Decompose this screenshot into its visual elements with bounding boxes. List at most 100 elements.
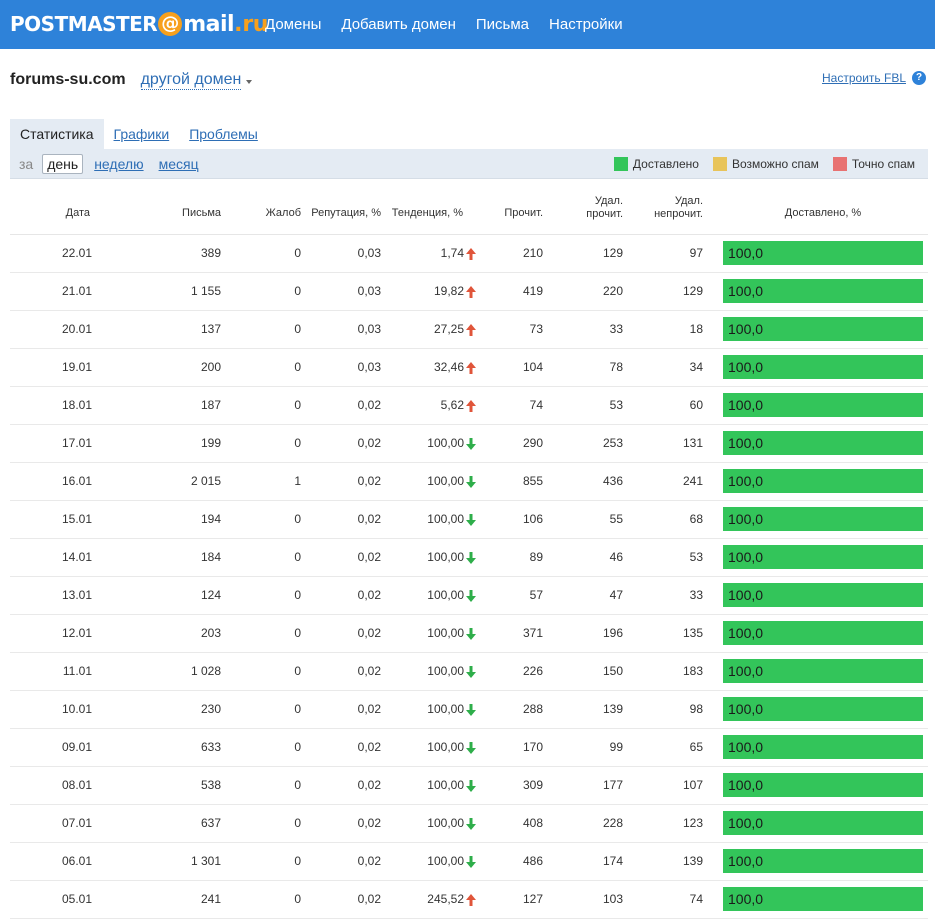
cell-trend: 100,00 [380,691,476,728]
cell-read: 106 [522,512,543,526]
cell-trend-value: 100,00 [427,626,464,640]
cell-complaints: 0 [294,854,301,868]
col-header-deleted-unread: Удал. непрочит. [623,195,703,221]
period-day-button[interactable]: день [42,153,84,174]
legend-label-spam: Точно спам [851,157,915,171]
table-row: 19.01 200 0 0,03 32,46 104 78 34 100,0 [10,349,928,387]
cell-complaints: 0 [294,360,301,374]
legend-item-delivered: Доставлено [613,157,699,171]
cell-trend-value: 100,00 [427,550,464,564]
delivered-bar-label: 100,0 [728,853,764,869]
cell-letters: 199 [200,436,221,450]
cell-complaints: 0 [294,664,301,678]
table-body: 22.01 389 0 0,03 1,74 210 129 97 100,0 21.01 1 155… [10,235,928,919]
cell-del-unread: 33 [689,588,703,602]
logo-text-ru: ru [242,11,268,37]
arrow-down-icon [466,665,476,678]
cell-complaints: 0 [294,816,301,830]
cell-reputation: 0,02 [357,778,381,792]
cell-letters: 124 [200,588,221,602]
delivered-bar-label: 100,0 [728,777,764,793]
tab-charts[interactable]: Графики [113,126,170,142]
cell-trend: 1,74 [380,235,476,272]
cell-date: 08.01 [61,778,92,792]
domain-row: forums-su.com другой домен [10,68,253,92]
cell-del-read: 33 [609,322,623,336]
col-header-date: Дата [65,207,90,219]
nav-add-domain[interactable]: Добавить домен [341,16,456,33]
col-header-letters: Письма [182,207,221,219]
nav-domains[interactable]: Домены [265,16,322,33]
delivered-bar: 100,0 [723,241,923,265]
cell-complaints: 0 [294,740,301,754]
cell-read: 73 [529,322,543,336]
col-header-complaints: Жалоб [265,207,301,219]
table-row: 10.01 230 0 0,02 100,00 288 139 98 100,0 [10,691,928,729]
cell-date: 18.01 [61,398,92,412]
cell-trend-value: 100,00 [427,664,464,678]
cell-trend: 5,62 [380,387,476,424]
delivered-bar-label: 100,0 [728,397,764,413]
delivered-bar-label: 100,0 [728,701,764,717]
tab-problems[interactable]: Проблемы [189,126,258,142]
delivered-bar-label: 100,0 [728,435,764,451]
period-month-link[interactable]: месяц [158,155,199,172]
cell-del-unread: 18 [689,322,703,336]
nav-settings[interactable]: Настройки [549,16,623,33]
cell-trend-value: 100,00 [427,778,464,792]
cell-del-unread: 123 [682,816,703,830]
tab-statistics[interactable]: Статистика [10,119,104,149]
table-header: Дата Письма Жалоб Репутация, % Тенденция… [10,195,928,235]
cell-complaints: 0 [294,626,301,640]
delivered-bar: 100,0 [723,317,923,341]
delivered-bar-label: 100,0 [728,511,764,527]
delivered-bar: 100,0 [723,393,923,417]
cell-reputation: 0,02 [357,588,381,602]
period-week-link[interactable]: неделю [94,155,144,172]
col-header-reputation: Репутация, % [311,207,381,219]
cell-letters: 230 [200,702,221,716]
cell-date: 17.01 [61,436,92,450]
cell-del-read: 78 [609,360,623,374]
cell-trend: 100,00 [380,805,476,842]
cell-reputation: 0,02 [357,474,381,488]
arrow-up-icon [466,399,476,412]
delivered-bar: 100,0 [723,697,923,721]
cell-del-unread: 183 [682,664,703,678]
cell-del-unread: 131 [682,436,703,450]
delivered-bar: 100,0 [723,469,923,493]
delivered-bar-label: 100,0 [728,739,764,755]
other-domain-dropdown[interactable]: другой домен [140,70,242,90]
cell-complaints: 0 [294,512,301,526]
table-row: 18.01 187 0 0,02 5,62 74 53 60 100,0 [10,387,928,425]
nav-letters[interactable]: Письма [475,16,530,33]
cell-reputation: 0,02 [357,436,381,450]
logo-text-mail: mail [183,11,235,37]
logo-text-postmaster: POSTMASTER [10,12,158,36]
cell-del-read: 196 [602,626,623,640]
cell-reputation: 0,03 [357,322,381,336]
help-icon[interactable]: ? [912,71,926,85]
arrow-down-icon [466,627,476,640]
cell-trend: 100,00 [380,577,476,614]
col-header-deleted-read-line1: Удал. [594,195,623,207]
cell-letters: 184 [200,550,221,564]
fbl-settings: Настроить FBL ? [822,71,926,85]
delivered-bar-label: 100,0 [728,321,764,337]
delivered-bar: 100,0 [723,811,923,835]
cell-letters: 1 028 [190,664,221,678]
cell-trend: 100,00 [380,539,476,576]
cell-trend: 100,00 [380,615,476,652]
cell-del-read: 220 [602,284,623,298]
cell-trend: 27,25 [380,311,476,348]
cell-del-unread: 34 [689,360,703,374]
chevron-down-icon[interactable] [246,79,253,84]
configure-fbl-link[interactable]: Настроить FBL [822,71,906,85]
cell-reputation: 0,03 [357,360,381,374]
cell-reputation: 0,02 [357,626,381,640]
postmaster-logo[interactable]: POSTMASTER @ mail . ru [10,8,268,40]
period-filter-bar: за день неделю месяц Доставлено Возможно… [10,149,928,179]
table-row: 16.01 2 015 1 0,02 100,00 855 436 241 100,0 [10,463,928,501]
cell-letters: 2 015 [190,474,221,488]
cell-trend: 100,00 [380,501,476,538]
